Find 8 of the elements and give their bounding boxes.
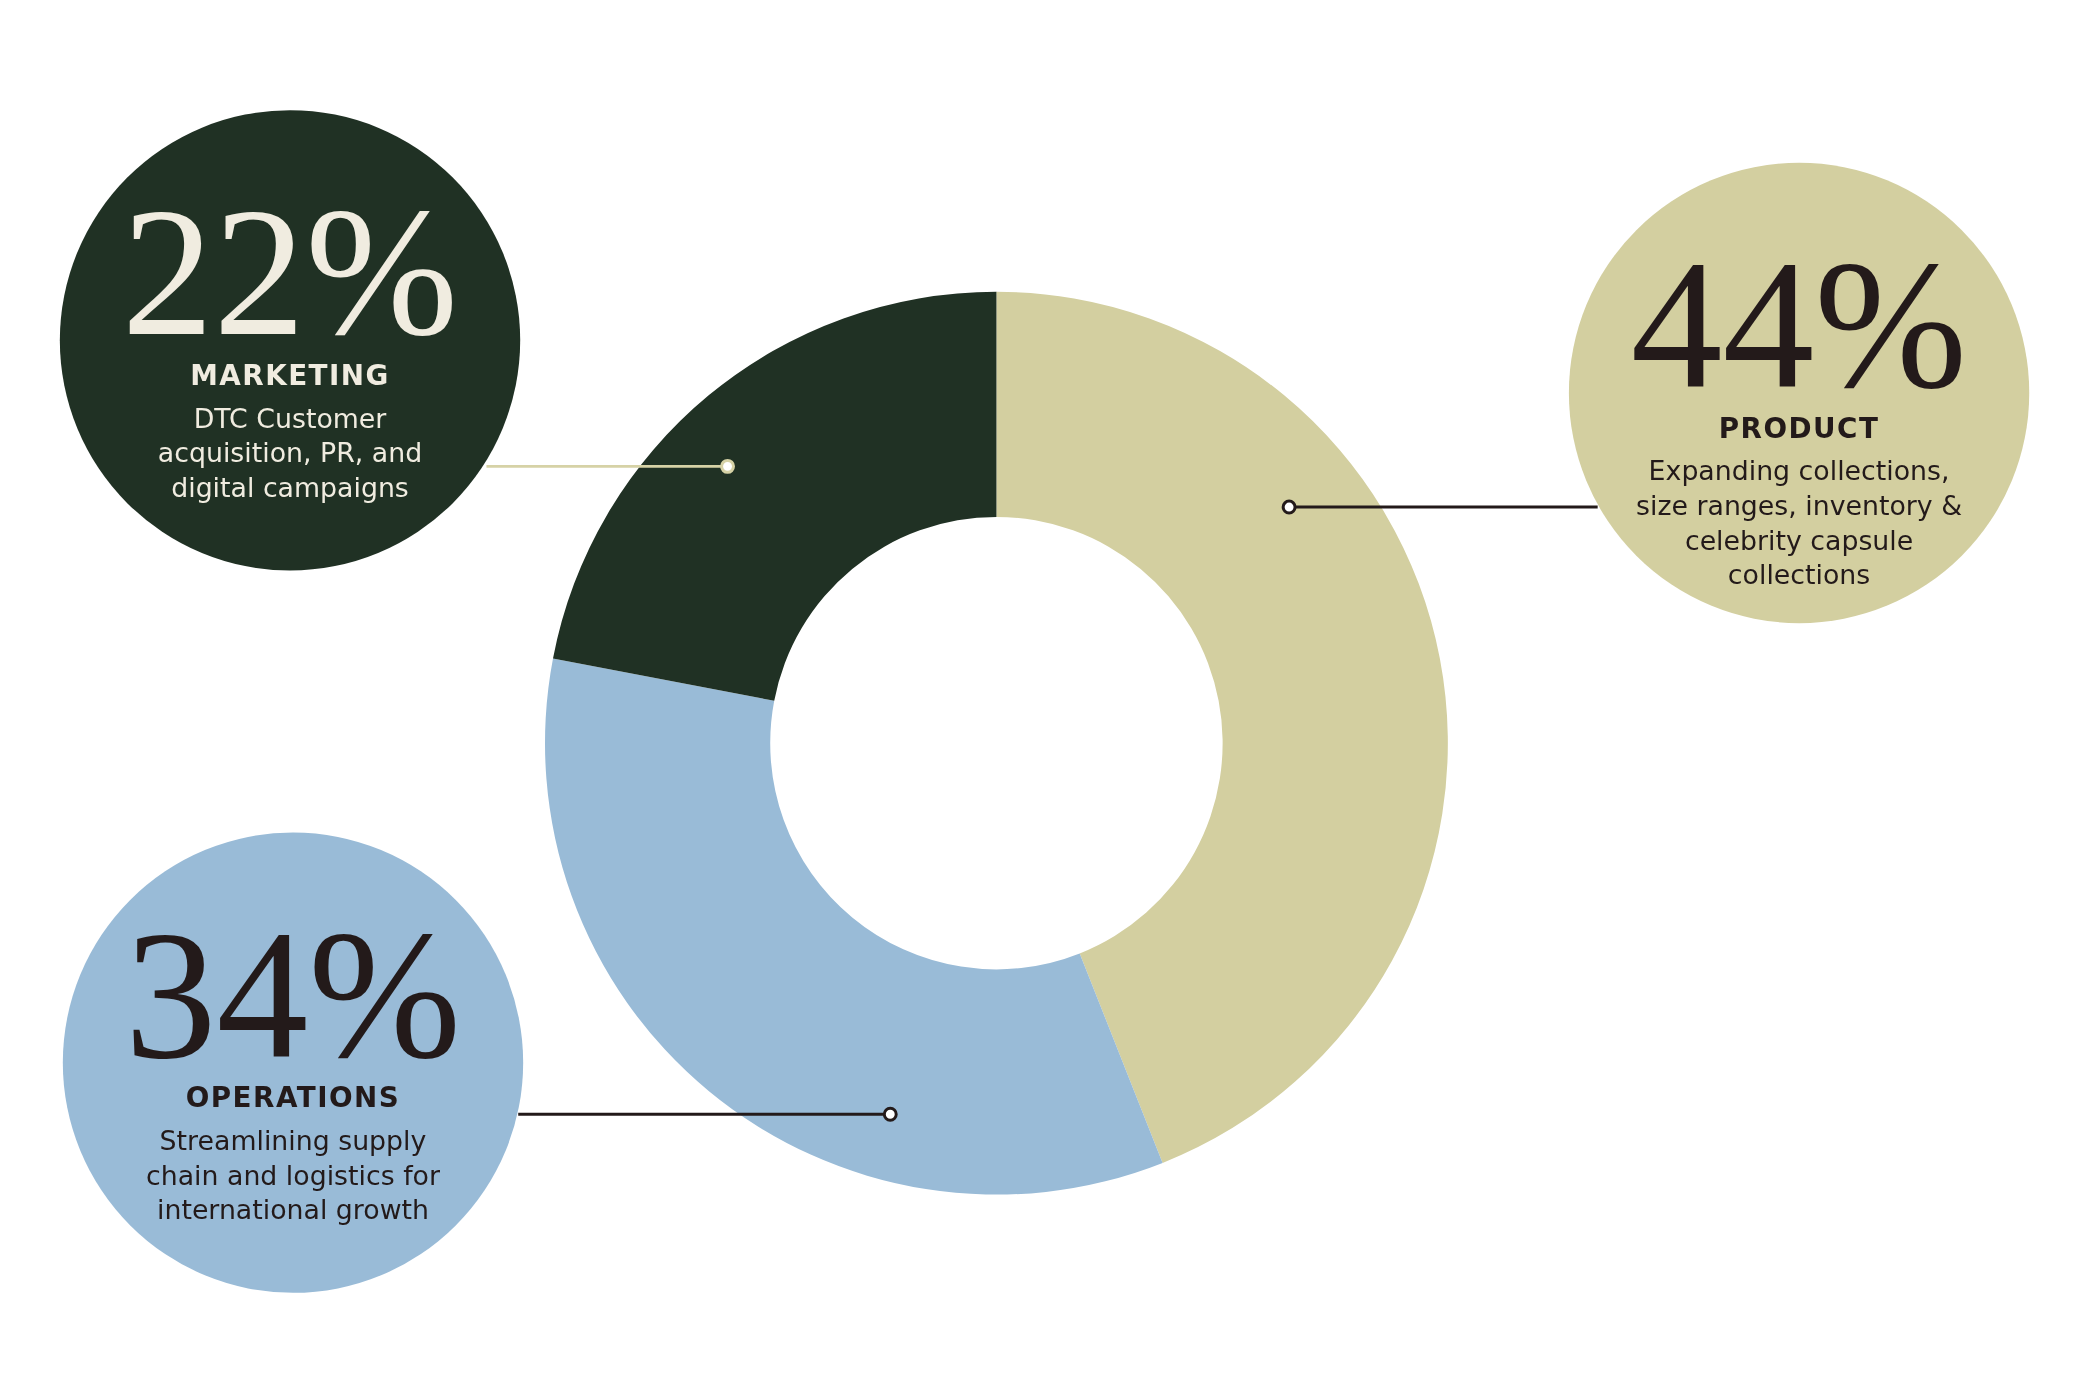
text: Streamlining supply chain and logistics for international growth xyxy=(146,1124,440,1226)
text: DTC Customer acquisition, PR, and digital campaigns xyxy=(157,402,423,504)
donut-slice xyxy=(552,291,997,701)
donut-slice xyxy=(545,658,1163,1195)
donut-slice xyxy=(996,291,1447,1163)
slice-label: MARKETING xyxy=(190,359,390,393)
slice-label: OPERATIONS xyxy=(185,1081,401,1115)
text: Expanding collections, size ranges, inventory & celebrity capsule collections xyxy=(1636,455,1963,591)
